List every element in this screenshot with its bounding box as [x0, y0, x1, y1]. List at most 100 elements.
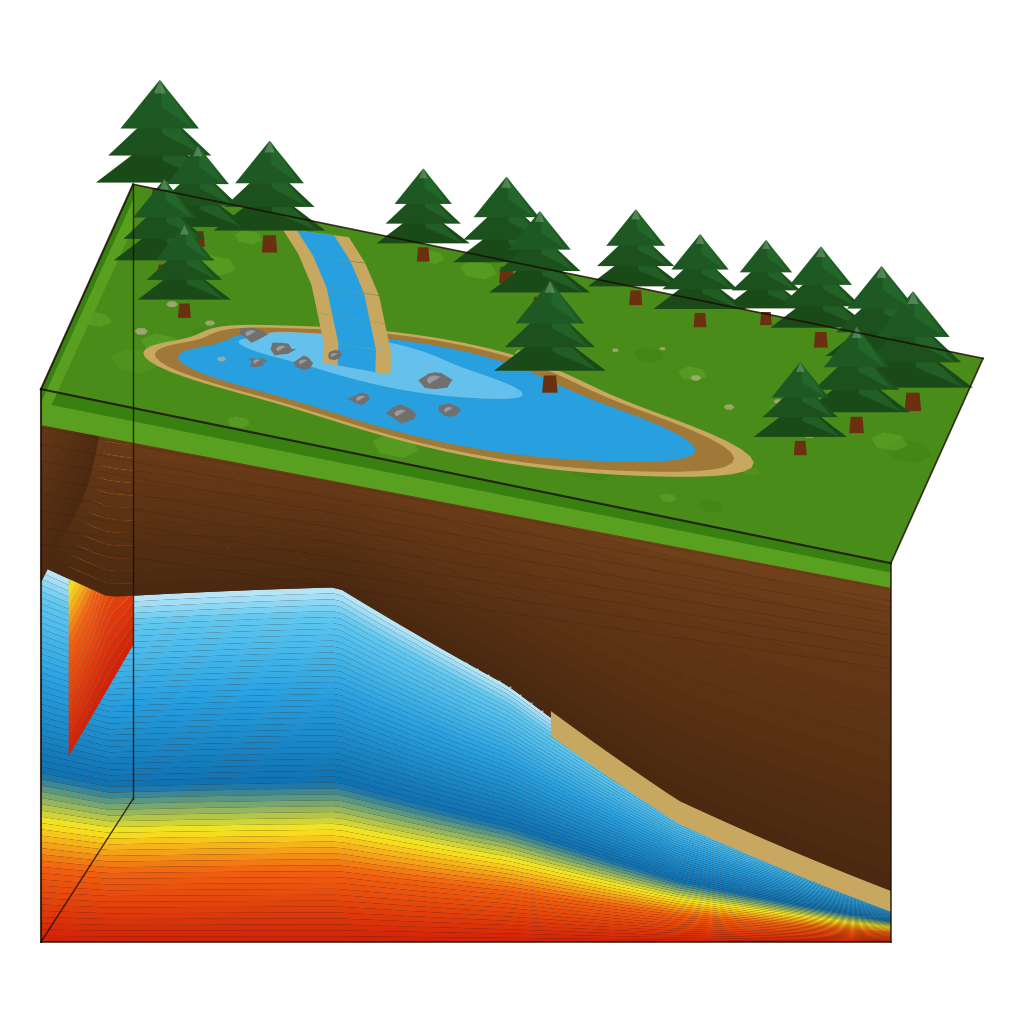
Polygon shape	[416, 208, 430, 218]
Polygon shape	[356, 395, 366, 401]
Polygon shape	[227, 417, 250, 428]
Polygon shape	[270, 188, 317, 230]
Polygon shape	[742, 467, 760, 476]
Polygon shape	[214, 188, 326, 230]
Polygon shape	[41, 460, 891, 719]
Polygon shape	[663, 254, 737, 289]
Polygon shape	[795, 382, 806, 391]
Polygon shape	[313, 256, 364, 293]
Polygon shape	[236, 140, 304, 183]
Polygon shape	[69, 465, 133, 606]
Polygon shape	[152, 106, 168, 121]
Polygon shape	[270, 140, 299, 183]
Polygon shape	[41, 591, 891, 900]
Polygon shape	[41, 401, 891, 607]
Polygon shape	[41, 817, 891, 928]
Polygon shape	[311, 285, 385, 324]
Polygon shape	[41, 311, 133, 524]
Polygon shape	[873, 313, 890, 326]
Polygon shape	[41, 496, 891, 785]
Polygon shape	[333, 315, 376, 349]
Polygon shape	[823, 327, 889, 368]
Polygon shape	[602, 406, 630, 420]
Polygon shape	[701, 254, 732, 289]
Polygon shape	[499, 232, 581, 271]
Polygon shape	[693, 273, 707, 284]
Polygon shape	[542, 328, 558, 340]
Polygon shape	[546, 321, 567, 332]
Polygon shape	[217, 356, 226, 361]
Polygon shape	[69, 412, 133, 566]
Polygon shape	[659, 494, 677, 503]
Polygon shape	[508, 199, 543, 240]
Polygon shape	[41, 592, 891, 715]
Polygon shape	[41, 597, 891, 901]
Polygon shape	[41, 737, 133, 914]
Polygon shape	[158, 264, 171, 281]
Polygon shape	[41, 629, 891, 905]
Polygon shape	[417, 248, 430, 262]
Polygon shape	[877, 266, 887, 278]
Polygon shape	[240, 328, 269, 343]
Polygon shape	[41, 389, 891, 586]
Polygon shape	[41, 483, 891, 763]
Polygon shape	[96, 134, 223, 182]
Polygon shape	[816, 247, 825, 257]
Polygon shape	[69, 425, 133, 577]
Polygon shape	[167, 145, 229, 184]
Polygon shape	[185, 245, 216, 280]
Polygon shape	[822, 247, 847, 285]
Polygon shape	[69, 452, 133, 596]
Polygon shape	[424, 169, 447, 204]
Polygon shape	[41, 723, 891, 916]
Polygon shape	[41, 739, 891, 816]
Polygon shape	[69, 568, 133, 696]
Polygon shape	[754, 401, 847, 437]
Polygon shape	[41, 610, 891, 727]
Polygon shape	[494, 328, 606, 371]
Polygon shape	[41, 842, 891, 931]
Polygon shape	[534, 232, 546, 244]
Polygon shape	[283, 228, 366, 263]
Polygon shape	[858, 349, 893, 390]
Polygon shape	[347, 392, 371, 406]
Polygon shape	[813, 349, 900, 390]
Polygon shape	[41, 226, 133, 447]
Polygon shape	[41, 554, 891, 897]
Polygon shape	[338, 343, 376, 372]
Polygon shape	[532, 297, 547, 312]
Polygon shape	[41, 246, 133, 472]
Polygon shape	[630, 229, 641, 240]
Polygon shape	[815, 268, 827, 279]
Polygon shape	[723, 275, 809, 308]
Polygon shape	[41, 930, 891, 941]
Polygon shape	[724, 404, 734, 410]
Polygon shape	[299, 359, 307, 365]
Polygon shape	[41, 653, 891, 908]
Polygon shape	[41, 463, 891, 627]
Polygon shape	[41, 555, 891, 689]
Polygon shape	[41, 748, 891, 920]
Polygon shape	[853, 342, 973, 388]
Polygon shape	[41, 543, 891, 874]
Polygon shape	[41, 519, 891, 829]
Polygon shape	[913, 316, 954, 362]
Polygon shape	[41, 761, 891, 921]
Polygon shape	[41, 307, 133, 527]
Polygon shape	[41, 248, 133, 467]
Polygon shape	[864, 316, 962, 362]
Polygon shape	[41, 768, 133, 942]
Polygon shape	[41, 684, 891, 778]
Polygon shape	[419, 373, 454, 389]
Polygon shape	[41, 868, 891, 904]
Polygon shape	[41, 702, 891, 791]
Polygon shape	[695, 234, 705, 244]
Polygon shape	[41, 518, 891, 665]
Polygon shape	[837, 290, 927, 332]
Polygon shape	[197, 255, 236, 275]
Polygon shape	[545, 281, 555, 293]
Polygon shape	[158, 201, 170, 211]
Polygon shape	[178, 303, 190, 317]
Polygon shape	[133, 179, 196, 217]
Polygon shape	[41, 579, 891, 899]
